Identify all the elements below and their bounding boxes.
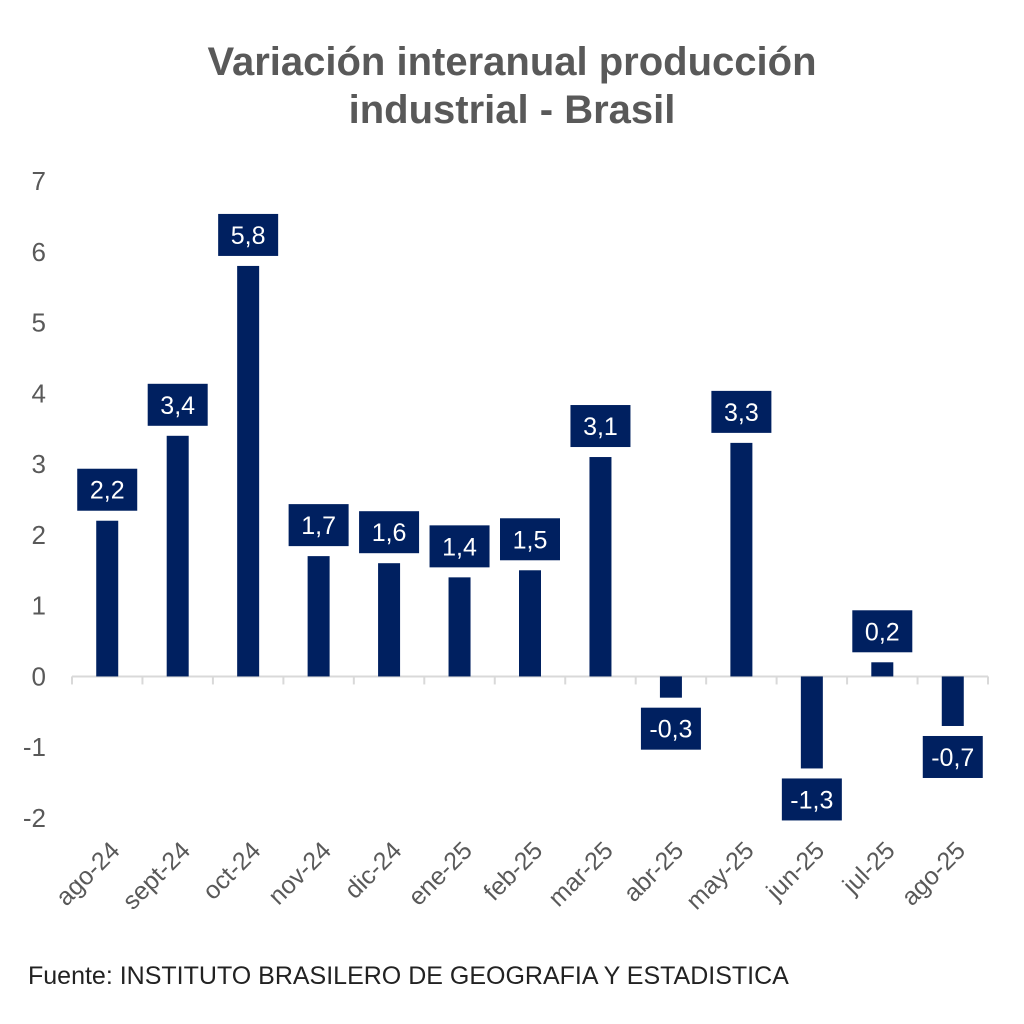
data-label-box — [218, 213, 279, 256]
data-label: -0,3 — [649, 716, 692, 744]
chart-title: Variación interanual producción industria… — [0, 38, 1024, 134]
data-label: 1,7 — [301, 512, 336, 540]
bar-ene-25 — [448, 577, 471, 677]
y-tick-label: 1 — [32, 591, 46, 621]
bar-ago-25 — [941, 676, 964, 726]
source-note: Fuente: INSTITUTO BRASILERO DE GEOGRAFIA… — [28, 962, 789, 990]
x-tick-label: mar-25 — [543, 836, 619, 912]
x-tick-label: dic-24 — [339, 836, 407, 904]
data-label: 1,4 — [442, 533, 477, 561]
data-label: 2,2 — [90, 477, 125, 505]
bar-nov-24 — [307, 556, 330, 677]
y-tick-label: -2 — [23, 803, 46, 833]
data-label-box — [147, 383, 208, 426]
data-label-box — [429, 525, 490, 568]
x-tick-label: ago-24 — [51, 836, 126, 911]
bar-ago-24 — [96, 520, 119, 677]
x-tick-label: may-25 — [681, 836, 760, 915]
data-label: -0,7 — [931, 744, 974, 772]
data-label-box — [359, 511, 420, 554]
data-label-box — [288, 504, 349, 547]
bar-feb-25 — [519, 570, 541, 677]
data-label-box — [640, 707, 701, 750]
bar-jun-25 — [800, 676, 823, 769]
x-tick-label: ago-25 — [896, 836, 971, 911]
y-tick-label: 6 — [32, 237, 46, 267]
x-tick-label: feb-25 — [478, 836, 548, 906]
bar-mar-25 — [589, 457, 612, 677]
x-tick-label: abr-25 — [618, 836, 689, 907]
bar-jul-25 — [871, 662, 894, 677]
y-tick-label: 4 — [32, 378, 46, 408]
y-tick-label: -1 — [23, 732, 46, 762]
data-label-box — [852, 610, 913, 653]
y-tick-label: 5 — [32, 308, 46, 338]
data-label-box — [500, 518, 560, 561]
data-label: 3,3 — [724, 399, 759, 427]
title-line-1: Variación interanual producción — [207, 40, 817, 84]
bar-sept-24 — [166, 435, 189, 677]
x-tick-label: jun-25 — [760, 836, 830, 906]
bar-may-25 — [730, 442, 753, 677]
y-tick-label: 3 — [32, 449, 46, 479]
data-label-box — [922, 735, 983, 778]
bar-dic-24 — [378, 563, 401, 677]
x-tick-label: nov-24 — [263, 836, 337, 910]
y-tick-label: 0 — [32, 661, 46, 691]
x-tick-label: sept-24 — [117, 836, 196, 915]
data-label-box — [711, 390, 772, 433]
bar-oct-24 — [237, 265, 260, 677]
x-tick-label: ene-25 — [403, 836, 478, 911]
data-label-box — [781, 778, 842, 821]
data-label: 3,4 — [160, 392, 195, 420]
data-label: -1,3 — [790, 786, 833, 814]
data-label: 5,8 — [231, 222, 266, 250]
data-label: 1,6 — [372, 519, 407, 547]
x-tick-label: jul-25 — [837, 836, 901, 900]
data-label: 1,5 — [513, 526, 548, 554]
data-label: 3,1 — [583, 413, 618, 441]
data-label-box — [77, 468, 138, 511]
data-label-box — [570, 405, 631, 448]
y-tick-label: 2 — [32, 520, 46, 550]
y-tick-label: 7 — [32, 166, 46, 196]
x-tick-label: oct-24 — [197, 836, 266, 905]
bar-abr-25 — [659, 676, 682, 698]
title-line-2: industrial - Brasil — [348, 88, 676, 132]
data-label: 0,2 — [865, 618, 900, 646]
